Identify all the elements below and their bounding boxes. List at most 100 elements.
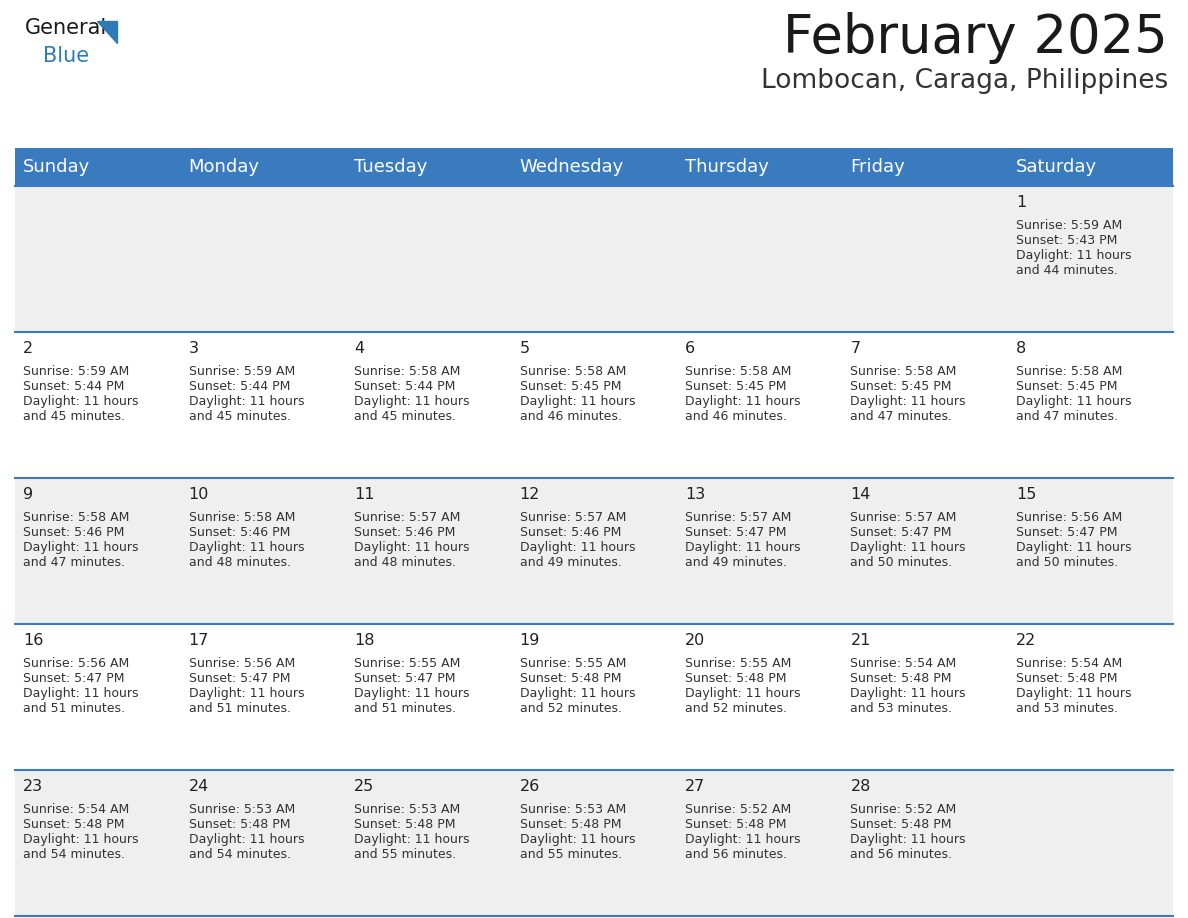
Text: Sunset: 5:48 PM: Sunset: 5:48 PM <box>851 672 952 685</box>
Text: Wednesday: Wednesday <box>519 158 624 176</box>
Bar <box>1007 770 1173 916</box>
Text: Sunrise: 5:59 AM: Sunrise: 5:59 AM <box>1016 219 1123 232</box>
Text: Sunrise: 5:54 AM: Sunrise: 5:54 AM <box>24 803 129 816</box>
Text: Sunset: 5:46 PM: Sunset: 5:46 PM <box>24 526 125 539</box>
Bar <box>677 148 842 186</box>
Text: and 53 minutes.: and 53 minutes. <box>851 702 953 715</box>
Text: Sunset: 5:47 PM: Sunset: 5:47 PM <box>189 672 290 685</box>
Text: and 48 minutes.: and 48 minutes. <box>354 556 456 569</box>
Text: Daylight: 11 hours: Daylight: 11 hours <box>519 395 636 408</box>
Text: Sunrise: 5:55 AM: Sunrise: 5:55 AM <box>354 657 461 670</box>
Text: 24: 24 <box>189 779 209 794</box>
Text: 19: 19 <box>519 633 539 648</box>
Text: Daylight: 11 hours: Daylight: 11 hours <box>1016 687 1131 700</box>
Text: Sunrise: 5:58 AM: Sunrise: 5:58 AM <box>24 511 129 524</box>
Text: Daylight: 11 hours: Daylight: 11 hours <box>189 833 304 846</box>
Text: Sunset: 5:48 PM: Sunset: 5:48 PM <box>354 818 456 831</box>
Text: and 56 minutes.: and 56 minutes. <box>851 848 953 861</box>
Bar <box>511 186 677 332</box>
Text: Sunrise: 5:55 AM: Sunrise: 5:55 AM <box>685 657 791 670</box>
Text: Sunset: 5:44 PM: Sunset: 5:44 PM <box>189 380 290 393</box>
Text: Daylight: 11 hours: Daylight: 11 hours <box>24 687 139 700</box>
Text: Sunset: 5:47 PM: Sunset: 5:47 PM <box>24 672 125 685</box>
Text: and 53 minutes.: and 53 minutes. <box>1016 702 1118 715</box>
Text: and 56 minutes.: and 56 minutes. <box>685 848 786 861</box>
Text: and 51 minutes.: and 51 minutes. <box>189 702 291 715</box>
Text: Sunrise: 5:54 AM: Sunrise: 5:54 AM <box>851 657 956 670</box>
Bar <box>677 770 842 916</box>
Text: Daylight: 11 hours: Daylight: 11 hours <box>1016 249 1131 262</box>
Text: Blue: Blue <box>43 46 89 66</box>
Text: February 2025: February 2025 <box>783 12 1168 64</box>
Bar <box>15 148 181 186</box>
Text: 6: 6 <box>685 341 695 356</box>
Bar <box>1007 478 1173 624</box>
Bar <box>842 148 1007 186</box>
Text: and 46 minutes.: and 46 minutes. <box>685 410 786 423</box>
Bar <box>511 624 677 770</box>
Text: 21: 21 <box>851 633 871 648</box>
Text: Daylight: 11 hours: Daylight: 11 hours <box>519 541 636 554</box>
Text: and 45 minutes.: and 45 minutes. <box>24 410 125 423</box>
Text: Sunset: 5:48 PM: Sunset: 5:48 PM <box>1016 672 1118 685</box>
Text: Sunset: 5:47 PM: Sunset: 5:47 PM <box>851 526 952 539</box>
Text: 25: 25 <box>354 779 374 794</box>
Text: Sunrise: 5:57 AM: Sunrise: 5:57 AM <box>354 511 461 524</box>
Text: Sunrise: 5:58 AM: Sunrise: 5:58 AM <box>685 365 791 378</box>
Text: 3: 3 <box>189 341 198 356</box>
Text: Daylight: 11 hours: Daylight: 11 hours <box>851 395 966 408</box>
Text: Sunrise: 5:59 AM: Sunrise: 5:59 AM <box>24 365 129 378</box>
Text: Daylight: 11 hours: Daylight: 11 hours <box>24 833 139 846</box>
Text: Sunset: 5:45 PM: Sunset: 5:45 PM <box>851 380 952 393</box>
Text: Sunrise: 5:53 AM: Sunrise: 5:53 AM <box>189 803 295 816</box>
Text: Sunrise: 5:58 AM: Sunrise: 5:58 AM <box>354 365 461 378</box>
Text: Sunrise: 5:55 AM: Sunrise: 5:55 AM <box>519 657 626 670</box>
Text: Sunset: 5:48 PM: Sunset: 5:48 PM <box>519 672 621 685</box>
Bar <box>511 770 677 916</box>
Text: 14: 14 <box>851 487 871 502</box>
Text: Daylight: 11 hours: Daylight: 11 hours <box>851 687 966 700</box>
Text: Sunrise: 5:59 AM: Sunrise: 5:59 AM <box>189 365 295 378</box>
Bar <box>346 624 511 770</box>
Text: and 54 minutes.: and 54 minutes. <box>24 848 125 861</box>
Text: and 49 minutes.: and 49 minutes. <box>685 556 786 569</box>
Text: and 49 minutes.: and 49 minutes. <box>519 556 621 569</box>
Text: Daylight: 11 hours: Daylight: 11 hours <box>354 541 469 554</box>
Text: Sunrise: 5:58 AM: Sunrise: 5:58 AM <box>189 511 295 524</box>
Text: and 54 minutes.: and 54 minutes. <box>189 848 291 861</box>
Text: Sunrise: 5:53 AM: Sunrise: 5:53 AM <box>519 803 626 816</box>
Text: and 50 minutes.: and 50 minutes. <box>1016 556 1118 569</box>
Text: Sunrise: 5:56 AM: Sunrise: 5:56 AM <box>1016 511 1123 524</box>
Text: Sunset: 5:44 PM: Sunset: 5:44 PM <box>24 380 125 393</box>
Text: Sunrise: 5:56 AM: Sunrise: 5:56 AM <box>24 657 129 670</box>
Text: 5: 5 <box>519 341 530 356</box>
Text: Daylight: 11 hours: Daylight: 11 hours <box>685 541 801 554</box>
Text: 16: 16 <box>24 633 44 648</box>
Text: Sunrise: 5:56 AM: Sunrise: 5:56 AM <box>189 657 295 670</box>
Bar <box>346 770 511 916</box>
Bar <box>15 186 181 332</box>
Text: Daylight: 11 hours: Daylight: 11 hours <box>189 395 304 408</box>
Text: Sunset: 5:47 PM: Sunset: 5:47 PM <box>1016 526 1118 539</box>
Text: and 47 minutes.: and 47 minutes. <box>851 410 953 423</box>
Bar <box>181 478 346 624</box>
Bar <box>346 478 511 624</box>
Text: Sunday: Sunday <box>24 158 90 176</box>
Text: 23: 23 <box>24 779 44 794</box>
Text: Thursday: Thursday <box>685 158 769 176</box>
Polygon shape <box>97 21 116 43</box>
Bar <box>15 332 181 478</box>
Text: Sunset: 5:48 PM: Sunset: 5:48 PM <box>685 672 786 685</box>
Text: 12: 12 <box>519 487 539 502</box>
Text: Sunrise: 5:58 AM: Sunrise: 5:58 AM <box>519 365 626 378</box>
Text: Sunset: 5:44 PM: Sunset: 5:44 PM <box>354 380 455 393</box>
Text: Sunset: 5:48 PM: Sunset: 5:48 PM <box>189 818 290 831</box>
Text: Daylight: 11 hours: Daylight: 11 hours <box>24 541 139 554</box>
Text: 28: 28 <box>851 779 871 794</box>
Text: Daylight: 11 hours: Daylight: 11 hours <box>24 395 139 408</box>
Text: Daylight: 11 hours: Daylight: 11 hours <box>519 833 636 846</box>
Text: Sunset: 5:48 PM: Sunset: 5:48 PM <box>519 818 621 831</box>
Text: 7: 7 <box>851 341 860 356</box>
Text: and 55 minutes.: and 55 minutes. <box>354 848 456 861</box>
Bar <box>346 332 511 478</box>
